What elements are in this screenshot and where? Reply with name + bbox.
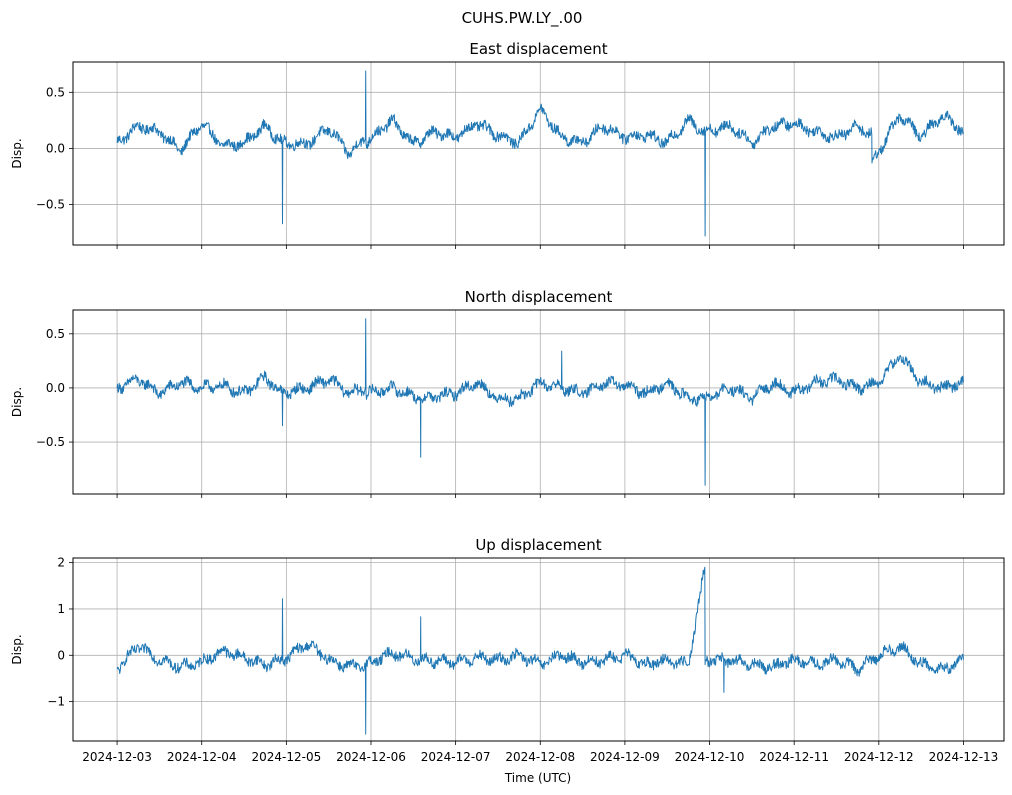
axes-frame	[72, 557, 1005, 742]
x-tick-label: 2024-12-12	[844, 750, 914, 764]
x-tick-label: 2024-12-07	[421, 750, 491, 764]
y-axis-label: Disp.	[10, 387, 24, 417]
series-line	[116, 70, 964, 237]
x-tick-label: 2024-12-11	[759, 750, 829, 764]
x-tick-label: 2024-12-10	[675, 750, 745, 764]
x-tick-label: 2024-12-06	[336, 750, 406, 764]
subplot-title: Up displacement	[475, 536, 601, 554]
y-tick-label: 0.5	[46, 85, 65, 99]
subplot-3: Up displacement Disp. 2024-12-03 2024-12-04…	[10, 536, 1005, 764]
x-axis-label: Time (UTC)	[504, 771, 571, 785]
y-tick-label: 0.0	[46, 381, 65, 395]
subplot-title: East displacement	[469, 40, 607, 58]
y-tick-label: −1	[47, 695, 65, 709]
subplot-title: North displacement	[465, 288, 613, 306]
axes-frame	[72, 61, 1005, 246]
axes-frame	[72, 309, 1005, 495]
y-tick-label: −0.5	[36, 198, 65, 212]
series-line	[116, 318, 964, 486]
series-line	[116, 566, 964, 735]
y-tick-label: 0	[57, 648, 65, 662]
figure-suptitle: CUHS.PW.LY_.00	[462, 9, 583, 28]
x-tick-label: 2024-12-04	[167, 750, 237, 764]
x-tick-label: 2024-12-13	[929, 750, 999, 764]
x-tick-label: 2024-12-09	[590, 750, 660, 764]
x-tick-label: 2024-12-08	[505, 750, 575, 764]
y-axis-label: Disp.	[10, 138, 24, 168]
y-tick-label: 0.0	[46, 141, 65, 155]
y-tick-label: 2	[57, 556, 65, 570]
y-tick-label: −0.5	[36, 435, 65, 449]
y-tick-label: 1	[57, 602, 65, 616]
y-axis-label: Disp.	[10, 634, 24, 664]
x-tick-label: 2024-12-05	[251, 750, 321, 764]
x-tick-label: 2024-12-03	[82, 750, 152, 764]
y-tick-label: 0.5	[46, 327, 65, 341]
subplot-1: East displacement Disp. 0.5 0.0 −0.5	[10, 40, 1005, 249]
subplot-2: North displacement Disp. 0.5 0.0 −0.5	[10, 288, 1005, 498]
